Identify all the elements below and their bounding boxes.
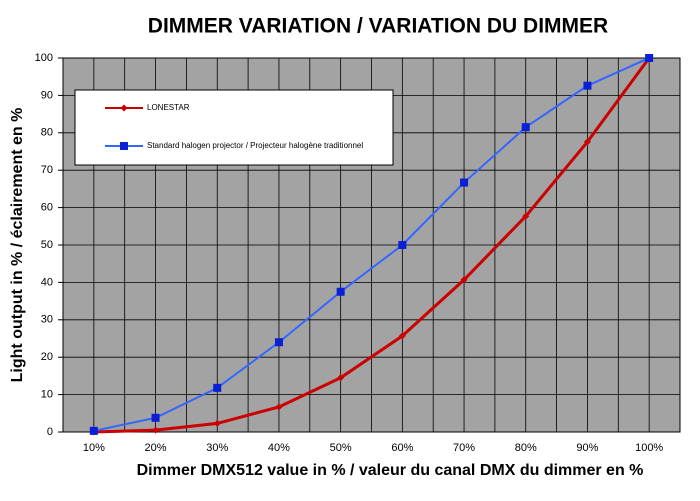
x-tick-label: 40% [268,442,290,454]
x-tick-label: 90% [576,442,598,454]
y-tick-label: 60 [41,202,53,214]
y-axis-title: Light output in % / éclairement en % [9,108,26,383]
legend-label: Standard halogen projector / Projecteur … [147,141,363,150]
y-tick-label: 0 [47,426,53,438]
series-line [93,57,650,432]
x-tick-label: 80% [515,442,537,454]
x-tick-label: 60% [391,442,413,454]
marker [645,54,654,62]
marker [337,374,345,382]
series-line [93,57,651,434]
y-tick-label: 50 [41,239,53,251]
y-tick-label: 100 [35,52,53,64]
plot-border [62,57,681,433]
marker [522,212,530,220]
marker [151,413,160,422]
x-tick-label: 30% [206,442,228,454]
marker [336,287,345,296]
marker [89,426,98,435]
x-tick-label: 20% [145,442,167,454]
marker [521,123,530,132]
marker [583,138,591,146]
marker [398,241,407,249]
y-tick-label: 30 [41,314,53,326]
x-tick-label: 100% [635,442,663,454]
marker [213,419,221,427]
legend [74,89,394,166]
legend-marker [120,142,128,150]
x-tick-label: 50% [330,442,352,454]
y-tick-label: 10 [41,389,53,401]
legend-label: LONESTAR [147,103,190,112]
y-tick-label: 20 [41,351,53,363]
x-axis-title: Dimmer DMX512 value in % / valeur du can… [137,462,644,479]
legend-marker [120,104,128,112]
y-tick-label: 80 [41,127,53,139]
marker [213,383,222,392]
y-tick-label: 90 [41,89,53,101]
x-tick-label: 10% [83,442,105,454]
x-tick-label: 70% [453,442,475,454]
marker [583,81,592,90]
marker [152,426,160,434]
y-tick-label: 40 [41,276,53,288]
marker [460,276,468,284]
marker [274,338,283,347]
marker [460,178,469,187]
y-tick-label: 70 [41,164,53,176]
chart-title: DIMMER VARIATION / VARIATION DU DIMMER [148,15,608,38]
marker [398,332,406,340]
marker [275,403,283,411]
